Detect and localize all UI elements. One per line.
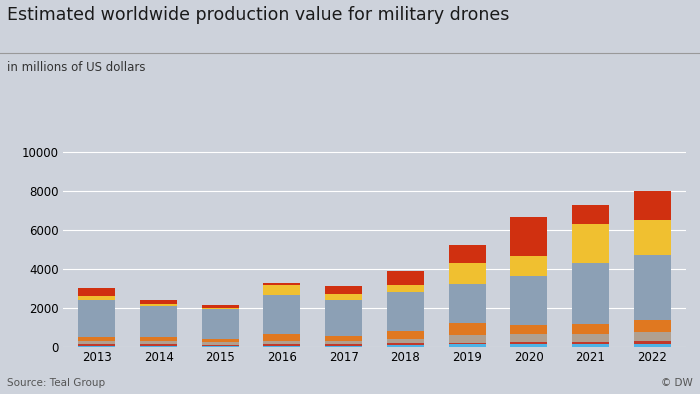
Bar — [78, 346, 116, 347]
Bar — [387, 285, 424, 292]
Bar — [634, 191, 671, 220]
Bar — [387, 339, 424, 343]
Bar — [634, 320, 671, 332]
Bar — [78, 337, 116, 341]
Bar — [263, 285, 300, 295]
Bar — [572, 205, 609, 224]
Text: Source: Teal Group: Source: Teal Group — [7, 378, 105, 388]
Bar — [202, 346, 239, 347]
Bar — [387, 271, 424, 285]
Bar — [263, 342, 300, 344]
Bar — [634, 220, 671, 255]
Bar — [202, 345, 239, 346]
Bar — [263, 295, 300, 334]
Text: Estimated worldwide production value for military drones: Estimated worldwide production value for… — [7, 6, 510, 24]
Bar — [263, 283, 300, 285]
Bar — [387, 345, 424, 347]
Bar — [263, 334, 300, 342]
Bar — [326, 286, 362, 294]
Bar — [140, 344, 177, 346]
Bar — [449, 344, 486, 347]
Bar — [510, 344, 547, 347]
Bar — [449, 323, 486, 335]
Bar — [202, 307, 239, 309]
Bar — [634, 341, 671, 344]
Bar — [510, 342, 547, 344]
Bar — [202, 342, 239, 345]
Bar — [572, 344, 609, 347]
Bar — [202, 305, 239, 307]
Bar — [263, 346, 300, 347]
Bar — [449, 335, 486, 343]
Bar — [202, 309, 239, 339]
Bar — [140, 306, 177, 337]
Bar — [326, 336, 362, 342]
Bar — [202, 339, 239, 342]
Bar — [449, 245, 486, 263]
Bar — [140, 300, 177, 304]
Bar — [510, 325, 547, 335]
Bar — [387, 331, 424, 339]
Bar — [78, 344, 116, 346]
Bar — [510, 335, 547, 342]
Bar — [634, 332, 671, 341]
Bar — [572, 323, 609, 334]
Bar — [634, 344, 671, 347]
Bar — [572, 224, 609, 263]
Bar — [140, 341, 177, 344]
Bar — [263, 344, 300, 346]
Bar — [78, 341, 116, 344]
Bar — [326, 301, 362, 336]
Text: in millions of US dollars: in millions of US dollars — [7, 61, 146, 74]
Text: © DW: © DW — [662, 378, 693, 388]
Bar — [510, 276, 547, 325]
Bar — [140, 337, 177, 341]
Bar — [78, 288, 116, 296]
Bar — [326, 346, 362, 347]
Bar — [387, 343, 424, 345]
Bar — [78, 296, 116, 300]
Bar — [449, 263, 486, 284]
Bar — [326, 294, 362, 301]
Bar — [449, 284, 486, 323]
Bar — [140, 346, 177, 347]
Bar — [572, 263, 609, 323]
Bar — [326, 344, 362, 346]
Bar — [78, 300, 116, 337]
Bar — [634, 255, 671, 320]
Bar — [510, 256, 547, 276]
Bar — [510, 217, 547, 256]
Bar — [572, 342, 609, 344]
Bar — [140, 304, 177, 306]
Bar — [387, 292, 424, 331]
Bar — [572, 334, 609, 342]
Bar — [326, 342, 362, 344]
Bar — [449, 343, 486, 344]
